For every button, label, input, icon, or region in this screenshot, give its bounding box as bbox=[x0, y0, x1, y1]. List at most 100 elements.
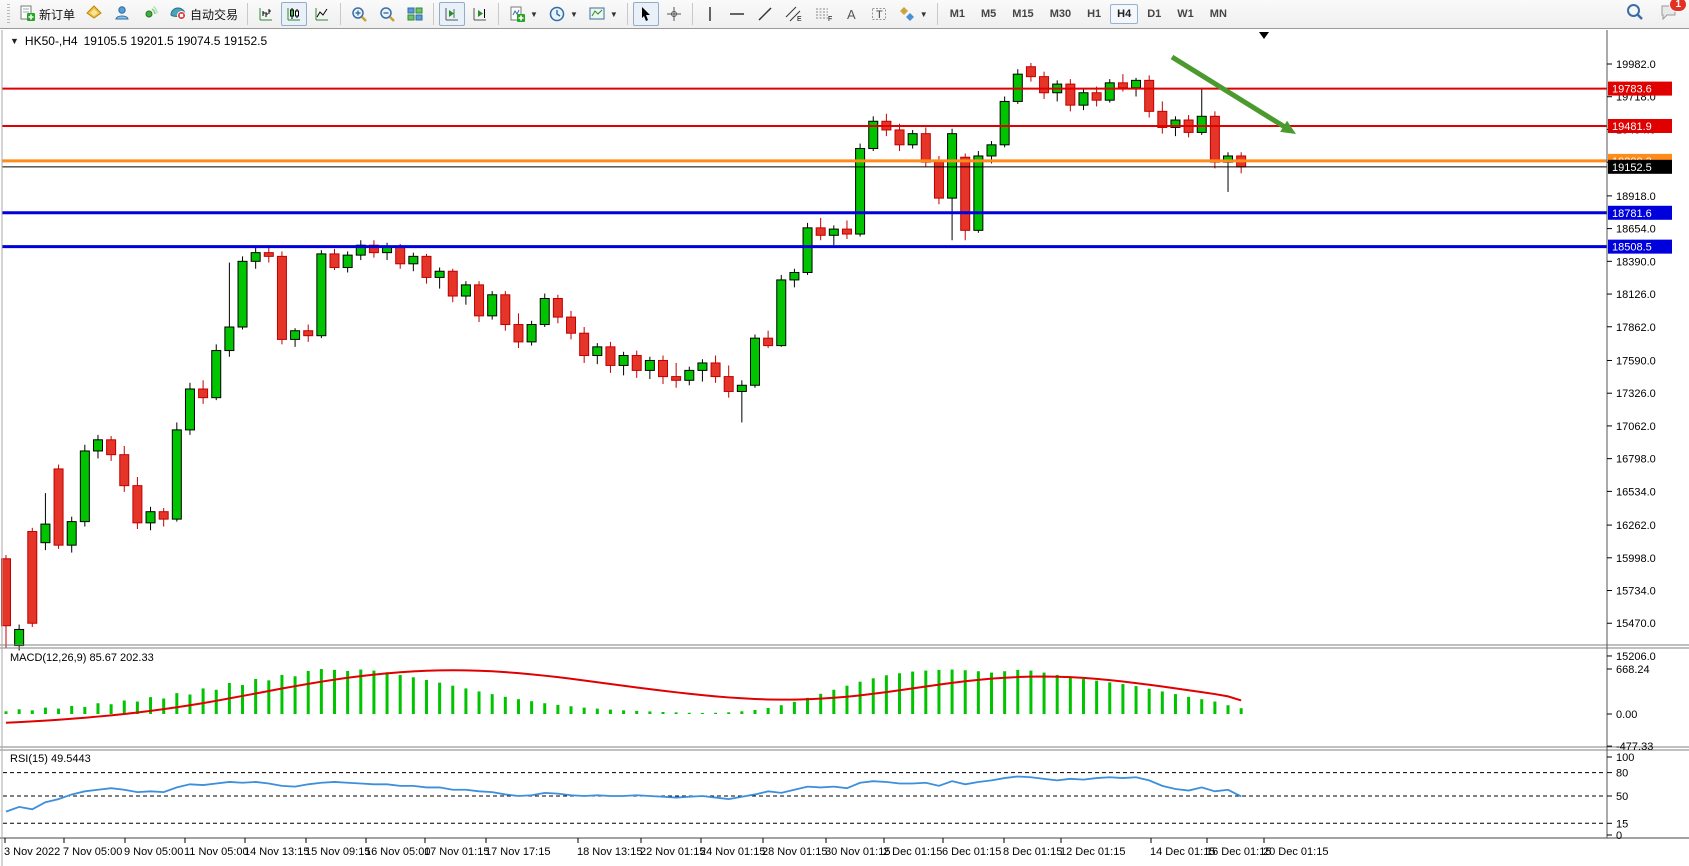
time-axis[interactable]: 3 Nov 2022 7 Nov 05:00 9 Nov 05:00 11 Nov 0… bbox=[4, 838, 1328, 858]
symbol-dropdown-icon[interactable]: ▼ bbox=[10, 36, 19, 46]
macd-histogram-bar bbox=[175, 693, 179, 714]
macd-histogram-bar bbox=[385, 672, 389, 714]
trend-arrow[interactable] bbox=[1170, 54, 1296, 134]
autotrading-label: 自动交易 bbox=[190, 7, 239, 22]
candle-body bbox=[736, 384, 747, 392]
candle-body bbox=[933, 161, 944, 199]
candle-body bbox=[92, 439, 103, 452]
toolbar-separator bbox=[691, 3, 693, 25]
macd-histogram-bar bbox=[96, 703, 100, 714]
timeframe-h4[interactable]: H4 bbox=[1110, 4, 1139, 24]
vertical-line-button[interactable] bbox=[698, 2, 722, 26]
time-tick-label: 8 Dec 01:15 bbox=[1003, 846, 1062, 858]
new-order-icon bbox=[18, 4, 36, 25]
cursor-button[interactable] bbox=[632, 2, 659, 26]
candle-body bbox=[868, 120, 879, 150]
horizontal-level-lines[interactable] bbox=[2, 87, 1607, 249]
autotrading-button[interactable]: 自动交易 bbox=[165, 1, 242, 28]
arrows-dropdown[interactable]: ▼ bbox=[894, 2, 932, 26]
arrow-head bbox=[1280, 120, 1296, 134]
candle-body bbox=[132, 485, 143, 524]
auto-scroll-button[interactable] bbox=[467, 2, 493, 26]
price-tick-label: 15470.0 bbox=[1616, 618, 1656, 630]
text-label-icon: T bbox=[871, 8, 886, 21]
trendline-button[interactable] bbox=[752, 2, 778, 26]
signals-button[interactable] bbox=[137, 1, 163, 28]
candle-body bbox=[631, 355, 642, 371]
zoom-out-icon bbox=[380, 7, 395, 22]
toolbar-separator bbox=[498, 3, 500, 25]
macd-histogram-bar bbox=[1016, 669, 1020, 714]
candle-body bbox=[237, 260, 248, 328]
macd-histogram-bar bbox=[661, 711, 665, 714]
candle-body bbox=[1039, 76, 1050, 94]
macd-histogram-bar bbox=[477, 691, 481, 714]
price-tick-label: 16798.0 bbox=[1616, 454, 1656, 466]
chart-canvas[interactable]: 19982.019718.019454.019190.018918.018654… bbox=[0, 30, 1689, 866]
macd-histogram-bar bbox=[438, 682, 442, 714]
candle-body bbox=[763, 337, 774, 347]
timeframe-w1[interactable]: W1 bbox=[1177, 8, 1194, 20]
zoom-in-button[interactable] bbox=[346, 2, 372, 26]
signals-broadcast-icon bbox=[141, 4, 159, 25]
timeframe-m15[interactable]: M15 bbox=[1012, 8, 1034, 20]
notifications-button[interactable]: 1 bbox=[1659, 0, 1687, 27]
timeframe-m1[interactable]: M1 bbox=[949, 8, 965, 20]
time-tick-label: 2 Dec 01:15 bbox=[883, 846, 942, 858]
time-tick-label: 16 Nov 05:00 bbox=[365, 846, 430, 858]
price-badge bbox=[1608, 159, 1672, 174]
time-tick-label: 16 Dec 01:15 bbox=[1206, 846, 1271, 858]
macd-histogram-bar bbox=[1055, 674, 1059, 714]
timeframe-d1[interactable]: D1 bbox=[1147, 8, 1162, 20]
indicators-dropdown[interactable]: ▼ bbox=[504, 2, 542, 26]
candle-body bbox=[1091, 92, 1102, 101]
candlestick-chart-button[interactable] bbox=[281, 2, 308, 26]
templates-dropdown[interactable]: ▼ bbox=[584, 2, 622, 26]
macd-histogram-bar bbox=[569, 706, 573, 714]
clock-icon bbox=[549, 6, 565, 22]
macd-histogram-bar bbox=[464, 688, 468, 714]
macd-histogram-bar bbox=[122, 700, 126, 714]
macd-histogram-bar bbox=[779, 705, 783, 714]
macd-histogram-bar bbox=[727, 712, 731, 714]
macd-histogram-bar bbox=[1121, 684, 1125, 714]
candle-body bbox=[1209, 115, 1220, 163]
new-order-button[interactable]: 新订单 bbox=[14, 1, 79, 28]
timeframe-m30[interactable]: M30 bbox=[1049, 8, 1072, 20]
text-button[interactable]: A bbox=[840, 2, 864, 26]
horizontal-line-button[interactable] bbox=[724, 2, 750, 26]
tile-windows-icon bbox=[407, 7, 423, 21]
macd-histogram-bar bbox=[1147, 688, 1151, 714]
macd-histogram-bar bbox=[871, 678, 875, 714]
timeframe-m5[interactable]: M5 bbox=[981, 8, 997, 20]
fibonacci-button[interactable]: F bbox=[810, 2, 838, 26]
macd-histogram-bar bbox=[411, 677, 415, 714]
macd-histogram-bar bbox=[1226, 705, 1230, 714]
chart-shift-button[interactable] bbox=[439, 2, 466, 26]
metaeditor-button[interactable] bbox=[81, 1, 107, 28]
crosshair-button[interactable] bbox=[661, 2, 687, 26]
timeframe-mn[interactable]: MN bbox=[1209, 8, 1227, 20]
text-label-button[interactable]: T bbox=[866, 2, 892, 26]
equidistant-channel-button[interactable]: E bbox=[780, 2, 808, 26]
zoom-out-button[interactable] bbox=[374, 2, 400, 26]
autotrading-icon bbox=[169, 4, 187, 25]
macd-histogram-bar bbox=[766, 707, 770, 714]
tile-windows-button[interactable] bbox=[402, 2, 428, 26]
search-icon[interactable] bbox=[1625, 2, 1645, 27]
chart-window[interactable]: ▼ HK50-,H4 19105.5 19201.5 19074.5 19152… bbox=[0, 30, 1689, 866]
bar-chart-button[interactable] bbox=[253, 2, 279, 26]
cursor-icon bbox=[641, 7, 650, 21]
macd-histogram-bar bbox=[346, 670, 350, 714]
fibonacci-icon: F bbox=[815, 8, 832, 23]
zoom-in-icon bbox=[352, 7, 367, 22]
periods-dropdown[interactable]: ▼ bbox=[544, 2, 582, 26]
candle-body bbox=[605, 346, 616, 366]
timeframe-h1[interactable]: H1 bbox=[1087, 8, 1102, 20]
macd-histogram-bar bbox=[595, 708, 599, 714]
toolbar-separator bbox=[433, 3, 435, 25]
community-button[interactable] bbox=[109, 1, 135, 28]
chart-shift-marker[interactable] bbox=[1259, 32, 1269, 39]
line-chart-button[interactable] bbox=[309, 2, 335, 26]
candle-body bbox=[552, 298, 563, 318]
